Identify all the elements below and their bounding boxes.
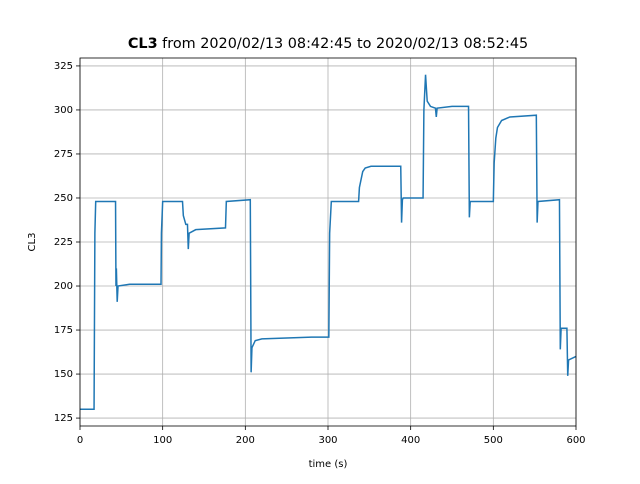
chart-title: CL3 from 2020/02/13 08:42:45 to 2020/02/… bbox=[128, 36, 528, 52]
y-tick-label: 300 bbox=[54, 105, 73, 116]
x-tick-label: 200 bbox=[236, 435, 255, 446]
y-tick-label: 275 bbox=[54, 149, 73, 160]
plot-area: 0 100 200 300 400 500 600 125 150 175 200 225 250 275… bbox=[54, 58, 586, 446]
y-tick-label: 200 bbox=[54, 281, 73, 292]
y-tick-label: 225 bbox=[54, 237, 73, 248]
title-bold: CL3 bbox=[128, 36, 158, 52]
x-tick-label: 600 bbox=[566, 435, 585, 446]
x-axis-label: time (s) bbox=[309, 459, 348, 470]
y-tick-label: 325 bbox=[54, 61, 73, 72]
y-axis-label: CL3 bbox=[27, 233, 38, 252]
y-tick-label: 175 bbox=[54, 325, 73, 336]
data-line bbox=[80, 74, 577, 411]
x-tick-label: 400 bbox=[401, 435, 420, 446]
x-tick-label: 300 bbox=[318, 435, 337, 446]
y-tick-label: 125 bbox=[54, 413, 73, 424]
y-tick-label: 250 bbox=[54, 193, 73, 204]
y-tick-label: 150 bbox=[54, 369, 73, 380]
axes-frame bbox=[79, 57, 577, 427]
x-tick-label: 100 bbox=[153, 435, 172, 446]
title-rest: from 2020/02/13 08:42:45 to 2020/02/13 0… bbox=[162, 36, 528, 52]
x-tick-label: 0 bbox=[77, 435, 83, 446]
x-tick-label: 500 bbox=[484, 435, 503, 446]
